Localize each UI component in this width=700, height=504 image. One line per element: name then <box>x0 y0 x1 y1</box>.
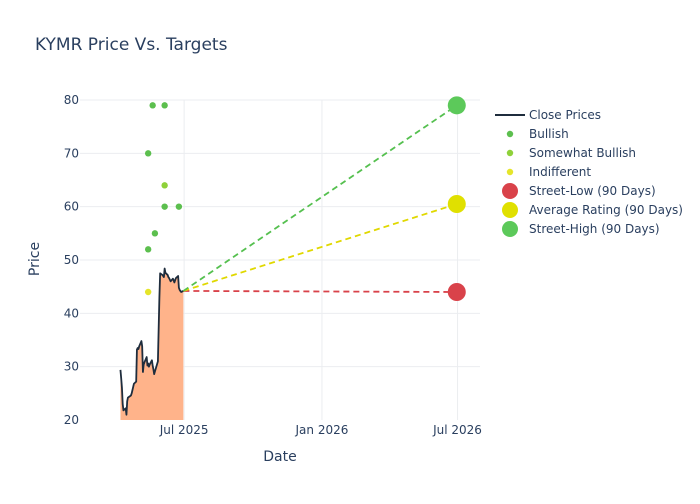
target-line <box>183 290 457 293</box>
close-price-line <box>119 267 184 416</box>
rating-point <box>144 246 152 253</box>
x-axis-title: Date <box>263 449 296 465</box>
target-marker <box>447 195 466 213</box>
legend-label: Average Rating (90 Days) <box>529 203 683 217</box>
y-tick-label: 30 <box>64 360 79 374</box>
close-price-line-group <box>119 267 184 416</box>
y-tick-label: 50 <box>64 253 79 267</box>
legend: Close Prices Bullish Somewhat Bullish Indif… <box>495 108 683 237</box>
rating-point <box>151 230 159 237</box>
y-tick-label: 40 <box>64 306 79 320</box>
legend-label: Indifferent <box>529 165 591 179</box>
rating-points <box>144 102 183 296</box>
legend-swatch <box>502 183 518 199</box>
y-tick-label: 80 <box>64 93 79 107</box>
rating-point <box>161 102 168 109</box>
rating-point <box>144 288 152 296</box>
legend-swatch <box>502 221 518 237</box>
target-marker <box>447 96 466 115</box>
rating-point <box>144 150 152 157</box>
axes: 20 30 40 50 60 70 80 Jul 2025 Jan 2026 Jul 2026 <box>64 93 482 437</box>
chart-title: KYMR Price Vs. Targets <box>35 35 228 55</box>
legend-swatch <box>506 130 514 138</box>
y-tick-label: 20 <box>64 413 79 427</box>
rating-point <box>161 203 168 210</box>
legend-label: Bullish <box>529 127 569 141</box>
legend-label: Street-Low (90 Days) <box>529 184 656 198</box>
target-lines <box>182 104 458 293</box>
legend-label: Somewhat Bullish <box>529 146 636 160</box>
x-tick-label: Jan 2026 <box>295 423 349 437</box>
legend-swatch <box>506 168 514 176</box>
x-tick-label: Jul 2026 <box>432 423 482 437</box>
rating-point <box>161 182 168 189</box>
rating-point <box>149 102 156 109</box>
legend-label: Close Prices <box>529 108 601 122</box>
y-axis-title: Price <box>27 242 43 276</box>
rating-point <box>175 203 183 210</box>
target-line <box>183 203 458 292</box>
y-tick-label: 70 <box>64 146 79 160</box>
legend-swatch <box>506 149 514 157</box>
x-tick-label: Jul 2025 <box>159 423 209 437</box>
target-markers <box>447 96 466 301</box>
y-tick-label: 60 <box>64 200 79 214</box>
target-marker <box>447 283 466 301</box>
legend-label: Street-High (90 Days) <box>529 222 660 236</box>
target-line <box>182 104 458 292</box>
legend-swatch <box>502 202 518 218</box>
